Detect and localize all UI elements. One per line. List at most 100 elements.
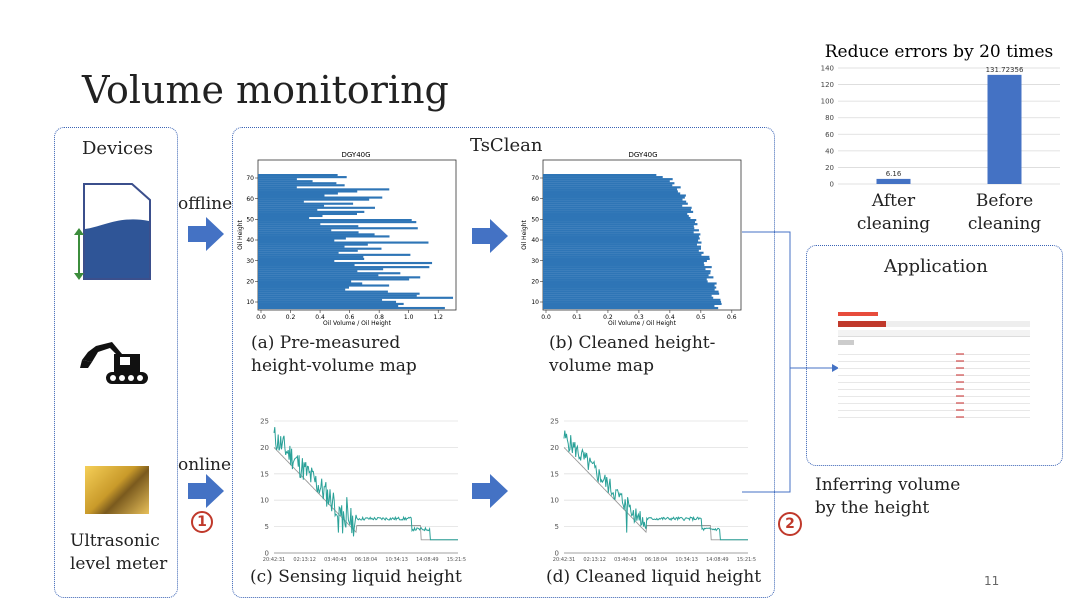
chart-b-bar [543, 176, 663, 179]
chart-a-bar [258, 302, 404, 306]
slide-title: Volume monitoring [82, 68, 449, 112]
chart-d-ytick: 10 [550, 497, 559, 505]
chart-b-title: DGY40G [628, 151, 657, 159]
tsclean-panel [232, 127, 775, 598]
chart-a-bar [258, 186, 297, 189]
chart-a-bar [258, 208, 318, 211]
chart-a-bar [258, 274, 379, 277]
devices-panel [54, 127, 178, 598]
devices-heading: Devices [82, 138, 153, 159]
chart-a-bar [258, 241, 429, 244]
chart-a-bar [258, 259, 335, 263]
error-chart-ytick: 0 [830, 181, 834, 189]
chart-d-series-teal [563, 430, 748, 541]
chart-b-bar [543, 276, 714, 279]
tsclean-heading: TsClean [470, 135, 543, 156]
chart-c-yticks: 0 5 10 15 20 25 [260, 418, 269, 558]
chart-b-bar [543, 264, 705, 267]
chart-b-xtick: 0.5 [696, 314, 706, 321]
arrow-a-to-b-icon [472, 219, 508, 253]
chart-c-ytick: 5 [265, 523, 269, 531]
chart-a-bar [258, 286, 350, 289]
chart-d-ytick: 25 [550, 418, 559, 426]
chart-b-bar [543, 221, 695, 224]
error-chart-category: cleaning [857, 214, 930, 234]
chart-a-bar [258, 292, 420, 295]
meter-label-line2: level meter [70, 554, 168, 574]
chart-a-bar [258, 212, 357, 216]
error-chart-ytick: 120 [821, 81, 834, 89]
chart-a-xtick: 0.8 [374, 314, 384, 321]
chart-d-xtick: 15:21:56 [737, 557, 756, 563]
chart-a-bar [258, 294, 417, 297]
chart-b-xtick: 0.0 [541, 314, 551, 321]
chart-b-ytick: 70 [531, 175, 539, 182]
chart-c-xtick: 03:40:43 [324, 557, 346, 563]
chart-c-xtick: 15:21:56 [447, 557, 466, 563]
chart-a-bar [258, 251, 339, 254]
chart-b-bar [543, 200, 687, 203]
chart-b-bar [543, 192, 681, 195]
chart-b-bar [543, 266, 712, 269]
error-chart-ytick: 80 [825, 114, 834, 122]
chart-b: DGY40G 10 20 30 40 50 60 70 0.0 0.1 0.2 0.3 0.4 0.5… [521, 151, 742, 327]
chart-b-bar [543, 210, 694, 213]
chart-b-xlabel: Oil Volume / Oil Height [608, 320, 677, 327]
chart-b-bar [543, 216, 691, 220]
chart-b-bar [543, 190, 678, 193]
page-number: 11 [984, 574, 1000, 588]
chart-b-ylabel: Oil Height [521, 219, 528, 249]
chart-a-bar [258, 182, 337, 185]
chart-a-bar [258, 264, 355, 267]
chart-a-bar [258, 235, 390, 238]
chart-d: 0 5 10 15 20 25 20:42:31 02:13:12 03:40:43 06:18… [550, 418, 756, 564]
chart-d-xtick: 06:18:04 [645, 557, 667, 563]
chart-c-ytick: 25 [260, 418, 269, 426]
chart-b-bars [543, 174, 722, 310]
chart-a-bar [258, 221, 417, 224]
chart-a-bar [258, 245, 345, 248]
chart-c-ytick: 15 [260, 470, 269, 478]
chart-a-bar [258, 233, 375, 236]
chart-a-bar [258, 304, 399, 308]
application-panel [806, 245, 1063, 466]
chart-b-bar [543, 245, 702, 248]
application-caption-2: by the height [815, 498, 930, 518]
chart-b-bar [543, 268, 706, 271]
chart-b-bar [543, 259, 707, 263]
error-chart-bars [876, 74, 1022, 184]
chart-b-bar [543, 174, 657, 177]
chart-b-bar [543, 194, 686, 197]
panel-d-caption: (d) Cleaned liquid height [546, 567, 762, 587]
chart-a-bar [258, 237, 346, 240]
chart-c-xtick: 02:13:12 [293, 557, 315, 563]
chart-a-bar [258, 284, 390, 287]
chart-a-bar [258, 249, 358, 252]
chart-a-bar [258, 206, 375, 209]
error-chart-datalabel: 6.16 [886, 170, 902, 178]
chart-a-bar [258, 255, 364, 258]
chart-a-bar [258, 296, 454, 299]
offline-arrow-icon [188, 217, 224, 251]
chart-a-ytick: 50 [246, 217, 254, 224]
chart-d-ytick: 20 [550, 444, 559, 452]
error-chart-ytick: 140 [821, 65, 834, 73]
chart-a-bar [258, 204, 325, 207]
chart-b-bar [543, 257, 710, 261]
chart-b-bar [543, 178, 673, 181]
chart-c: 0 5 10 15 20 25 20:42:31 02:13:12 03:40:43 06:18… [260, 418, 466, 564]
excavator-icon [80, 342, 148, 384]
connector-lines [742, 231, 839, 493]
chart-a-bar [258, 270, 358, 273]
chart-b-bar [543, 225, 694, 228]
chart-a-xtick: 0.2 [286, 314, 296, 321]
chart-a-ytick: 60 [246, 196, 254, 203]
panel-a-caption-1: (a) Pre-measured [251, 333, 401, 353]
chart-b-bar [543, 286, 717, 289]
chart-a-bar [258, 202, 354, 205]
chart-b-bar [543, 261, 704, 265]
chart-c-xtick: 14:08:49 [416, 557, 438, 563]
error-chart-category: After [871, 191, 916, 211]
error-chart-ytick: 20 [825, 164, 834, 172]
chart-b-bar [543, 284, 715, 287]
